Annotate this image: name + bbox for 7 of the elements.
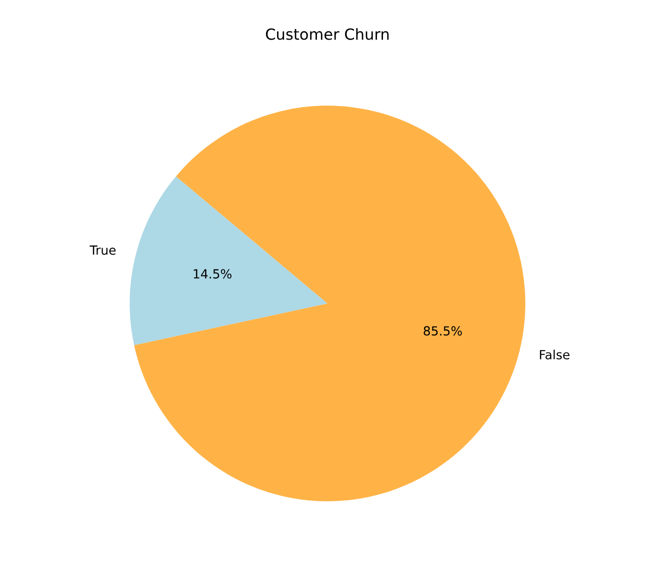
chart-title: Customer Churn bbox=[266, 28, 389, 40]
data-label: 85.5% bbox=[424, 326, 462, 336]
pie-slice bbox=[130, 176, 328, 346]
slice-label: True bbox=[90, 246, 116, 255]
pie-slice bbox=[134, 106, 526, 502]
slice-label: False bbox=[540, 350, 570, 360]
data-label: 14.5% bbox=[194, 269, 232, 279]
